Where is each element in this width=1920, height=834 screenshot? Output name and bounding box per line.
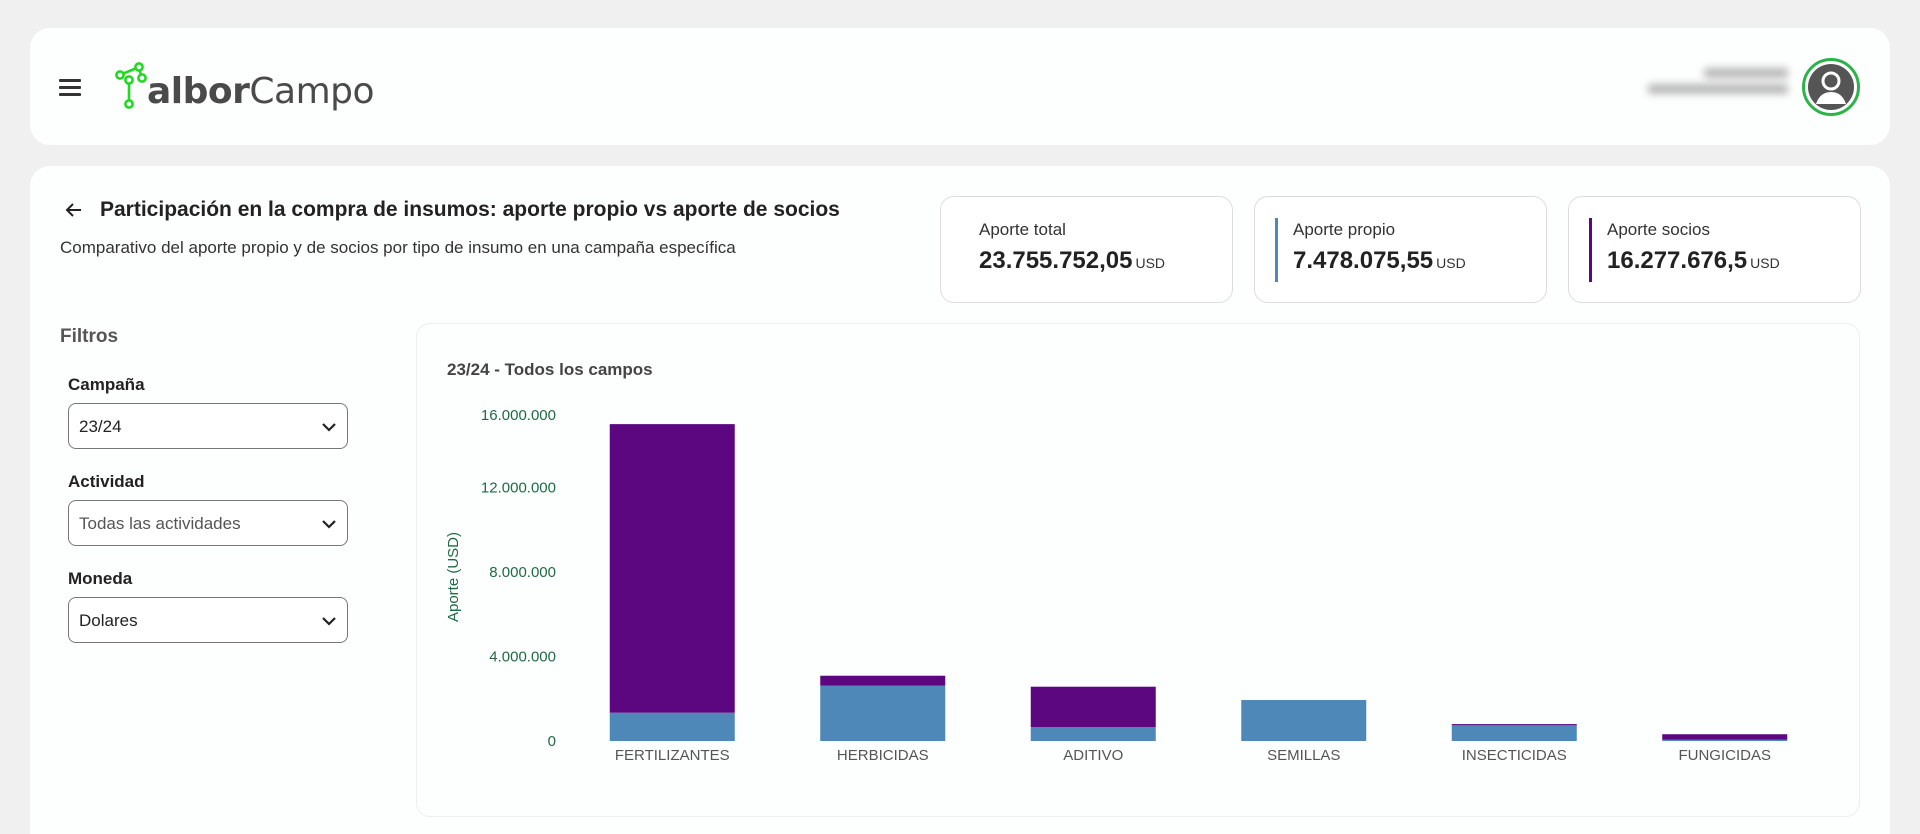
y-tick-label: 0 <box>548 733 556 750</box>
kpi-label: Aporte total <box>979 220 1066 239</box>
y-axis-label: Aporte (USD) <box>445 532 462 622</box>
y-tick-label: 12.000.000 <box>481 480 556 497</box>
kpi-label: Aporte socios <box>1607 220 1710 239</box>
kpi-value: 23.755.752,05 USD <box>979 247 1166 274</box>
y-tick-label: 4.000.000 <box>489 649 556 666</box>
kpi-label: Aporte propio <box>1293 220 1396 239</box>
header-bar <box>30 28 1890 145</box>
bar-segment-aporte-socios <box>1451 724 1577 726</box>
activity-value: Todas las actividades <box>79 514 241 533</box>
currency-select[interactable]: Dolares <box>68 597 348 643</box>
bar-segment-aporte-socios <box>820 675 946 686</box>
kpi-color-bar <box>1589 218 1592 282</box>
bar-segment-aporte-propio <box>1241 700 1367 741</box>
campaign-select[interactable]: 23/24 <box>68 403 348 449</box>
user-icon <box>1808 64 1854 110</box>
user-name-blurred <box>1648 62 1788 110</box>
kpi-value: 7.478.075,55 USD <box>1293 247 1466 274</box>
bar-segment-aporte-socios <box>1662 734 1788 740</box>
back-arrow-icon[interactable] <box>63 199 85 221</box>
logo-icon <box>115 62 147 109</box>
kpi-value: 16.277.676,5 USD <box>1607 247 1780 274</box>
bar-segment-aporte-propio <box>609 712 735 741</box>
menu-icon[interactable] <box>59 79 81 96</box>
kpi-socios: Aporte socios 16.277.676,5 USD <box>1568 196 1861 303</box>
chart-title: 23/24 - Todos los campos <box>447 360 653 379</box>
currency-value: Dolares <box>79 611 138 630</box>
x-tick-label: INSECTICIDAS <box>1462 747 1567 764</box>
activity-select[interactable]: Todas las actividades <box>68 500 348 546</box>
x-tick-label: ADITIVO <box>1063 747 1123 764</box>
bar-segment-aporte-propio <box>1030 727 1156 741</box>
x-tick-label: FERTILIZANTES <box>615 747 730 764</box>
x-tick-label: HERBICIDAS <box>837 747 929 764</box>
kpi-color-bar <box>1275 218 1278 282</box>
campaign-label: Campaña <box>68 375 145 394</box>
kpi-total: Aporte total 23.755.752,05 USD <box>940 196 1233 303</box>
x-tick-label: FUNGICIDAS <box>1678 747 1771 764</box>
x-tick-label: SEMILLAS <box>1267 747 1340 764</box>
currency-label: Moneda <box>68 569 133 588</box>
chevron-down-icon <box>322 617 336 626</box>
activity-label: Actividad <box>68 472 145 491</box>
avatar[interactable] <box>1802 58 1860 116</box>
bar-segment-aporte-propio <box>820 685 946 741</box>
page-subtitle: Comparativo del aporte propio y de socio… <box>60 238 736 257</box>
chevron-down-icon <box>322 423 336 432</box>
y-tick-label: 16.000.000 <box>481 407 556 424</box>
y-tick-label: 8.000.000 <box>489 564 556 581</box>
campaign-value: 23/24 <box>79 417 122 436</box>
bar-segment-aporte-socios <box>609 424 735 713</box>
stacked-bar-chart: 0 4.000.000 8.000.000 12.000.000 16.000.000 A… <box>445 407 1788 764</box>
bar-segment-aporte-propio <box>1662 739 1788 741</box>
chevron-down-icon <box>322 520 336 529</box>
filters-title: Filtros <box>60 326 119 347</box>
bar-segment-aporte-socios <box>1030 686 1156 728</box>
logo-text: alborCampo <box>147 71 375 112</box>
bar-segment-aporte-propio <box>1451 724 1577 741</box>
kpi-propio: Aporte propio 7.478.075,55 USD <box>1254 196 1547 303</box>
logo[interactable]: alborCampo <box>115 52 375 112</box>
page-title: Participación en la compra de insumos: a… <box>100 198 840 221</box>
